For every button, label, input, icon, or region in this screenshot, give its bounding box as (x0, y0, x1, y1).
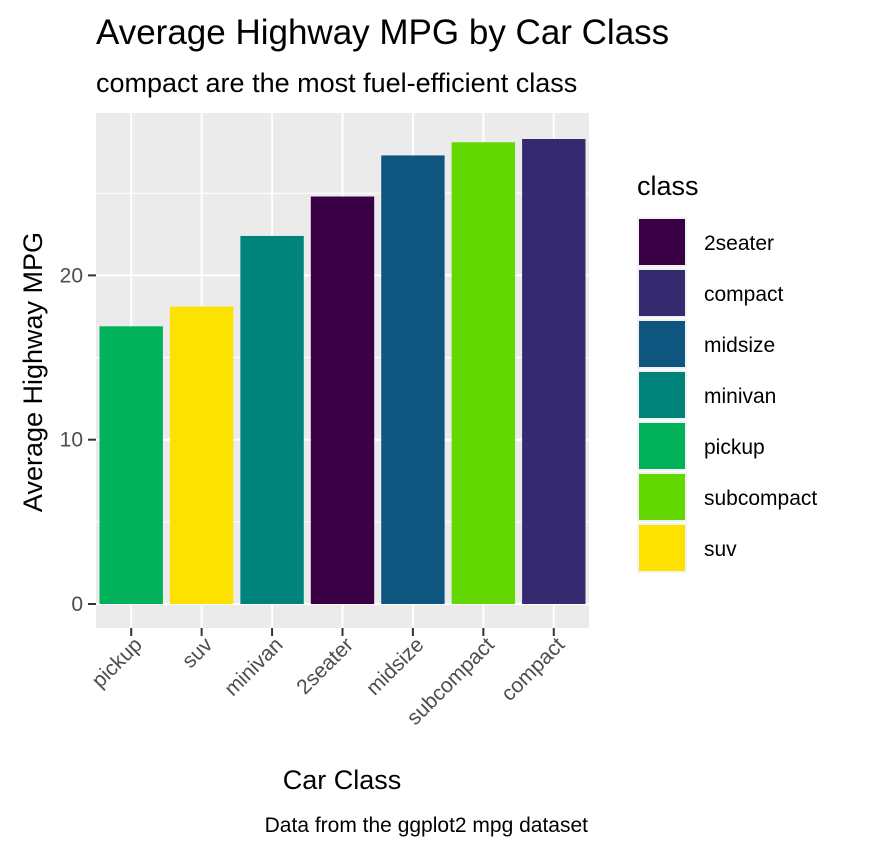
y-tick-label: 10 (60, 429, 83, 452)
chart-title: Average Highway MPG by Car Class (96, 13, 669, 52)
legend-title: class (637, 171, 699, 201)
legend-label-pickup: pickup (704, 436, 765, 459)
x-tick-label: pickup (88, 633, 147, 692)
x-tick-label: midsize (362, 633, 429, 700)
legend-label-2seater: 2seater (704, 232, 774, 255)
x-tick-label: minivan (220, 633, 287, 700)
legend-label-subcompact: subcompact (704, 487, 817, 510)
x-tick-label: suv (178, 633, 218, 673)
legend-swatch-compact (639, 270, 685, 316)
legend-label-compact: compact (704, 283, 784, 306)
legend-swatch-midsize (639, 321, 685, 367)
chart-subtitle: compact are the most fuel-efficient clas… (96, 68, 577, 98)
legend: class 2seater compact midsize minivan pickup… (637, 171, 817, 573)
y-tick-label: 20 (60, 264, 83, 287)
y-axis: 0 10 20 (60, 264, 96, 616)
legend-swatch-suv (639, 525, 685, 571)
legend-swatch-subcompact (639, 474, 685, 520)
bar-suv (169, 306, 234, 604)
x-tick-label: compact (497, 633, 570, 706)
bar-minivan (240, 235, 304, 605)
legend-swatch-2seater (639, 219, 685, 265)
y-axis-title: Average Highway MPG (18, 232, 48, 512)
bar-subcompact (451, 142, 516, 605)
bar-midsize (381, 155, 445, 605)
legend-swatch-minivan (639, 372, 685, 418)
x-axis: pickup suv minivan 2seater midsizesubcompact… (88, 628, 570, 730)
legend-label-midsize: midsize (704, 334, 775, 357)
x-tick-label: 2seater (292, 633, 358, 699)
bars (99, 139, 586, 605)
y-tick-label: 0 (71, 593, 83, 616)
bar-pickup (99, 326, 163, 604)
legend-label-suv: suv (704, 538, 737, 561)
bar-2seater (310, 196, 375, 604)
bar-compact (522, 139, 586, 605)
legend-swatch-pickup (639, 423, 685, 469)
caption: Data from the ggplot2 mpg dataset (265, 814, 589, 837)
legend-label-minivan: minivan (704, 385, 776, 408)
x-axis-title: Car Class (283, 765, 402, 795)
